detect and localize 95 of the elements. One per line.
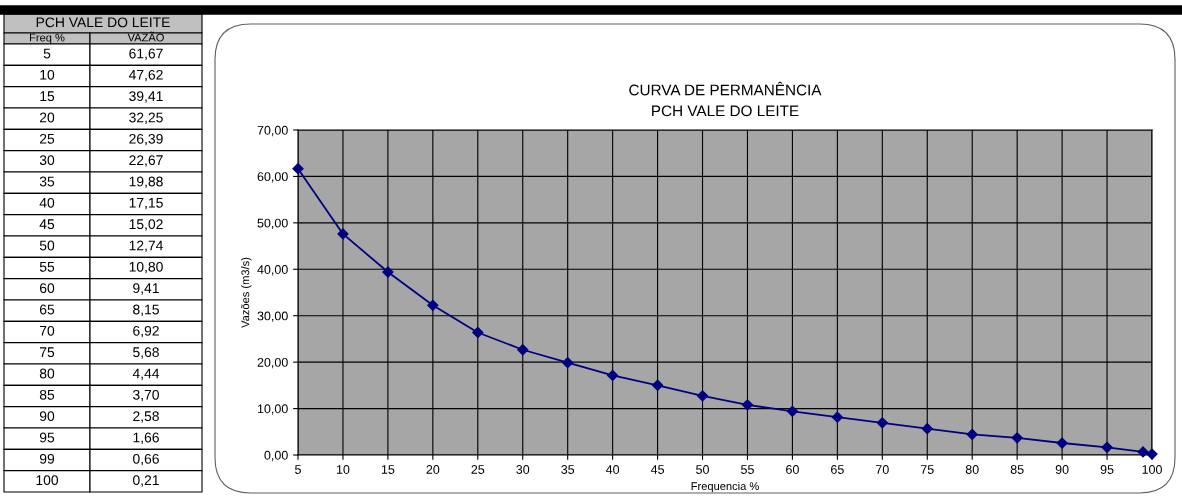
text: 5: [43, 48, 51, 59]
text: 80: [39, 368, 55, 379]
y-tick-label: 40,00: [257, 265, 288, 276]
text: 32,25: [129, 112, 163, 125]
x-tick-label: 15: [381, 465, 395, 474]
text: 55: [39, 262, 55, 272]
text: PCH VALE DO LEITE: [36, 17, 170, 28]
x-tick-label: 10: [336, 465, 350, 474]
y-tick-label: 20,00: [257, 357, 288, 369]
x-tick-label: 40: [605, 465, 620, 474]
text: 50: [39, 240, 55, 251]
text: 70: [39, 325, 55, 336]
text: 61,67: [129, 48, 163, 61]
text: 12,74: [129, 240, 163, 253]
text: 20: [39, 112, 55, 123]
text: 65: [39, 304, 55, 315]
y-tick-label: 10,00: [257, 404, 288, 415]
point: [337, 228, 349, 240]
text: 15: [40, 91, 55, 102]
text: 5,68: [133, 347, 159, 359]
x-tick-label: 60: [786, 465, 799, 474]
point: [966, 428, 978, 440]
x-tick-label: 30: [516, 465, 530, 474]
x-tick-label: 55: [741, 465, 754, 474]
point: [382, 266, 394, 278]
text: 60: [39, 283, 55, 294]
point: [607, 369, 619, 381]
x-tick-label: 85: [1010, 465, 1024, 474]
text: 30: [39, 155, 55, 166]
y-tick-label: 60,00: [257, 172, 288, 183]
text: 99: [39, 453, 55, 464]
x-tick-label: 50: [696, 465, 709, 474]
point: [876, 417, 888, 429]
text: 40: [39, 197, 55, 208]
point: [696, 390, 709, 402]
text: 10: [40, 69, 55, 80]
x-tick-label: 65: [831, 465, 844, 474]
x-tick-label: 45: [650, 465, 665, 474]
text: 10,80: [129, 261, 163, 274]
text: 6,92: [133, 325, 159, 338]
text: 39,41: [129, 91, 163, 103]
text: 8,15: [133, 304, 159, 317]
point: [517, 344, 529, 356]
x-axis-title: Frequencia %: [691, 481, 759, 493]
x-tick-label: 90: [1055, 465, 1069, 474]
y-tick-label: 70,00: [257, 125, 288, 137]
point: [741, 399, 754, 411]
x-tick-label: 25: [471, 465, 485, 474]
x-tick-label: 75: [920, 465, 934, 474]
text: 2,58: [133, 411, 159, 423]
text: 25: [39, 133, 55, 144]
y-tick-label: 30,00: [257, 311, 288, 322]
text: 85: [39, 389, 55, 400]
text: 47,62: [128, 69, 163, 82]
text: 45: [39, 219, 55, 230]
point: [1011, 432, 1023, 444]
y-tick-label: 0,00: [264, 450, 288, 462]
text: 35: [39, 176, 55, 187]
x-tick-label: 35: [561, 465, 575, 474]
text: 19,88: [129, 176, 163, 189]
point: [1101, 441, 1113, 453]
y-axis-title: Vazões (m3/s): [241, 257, 252, 328]
point: [472, 326, 484, 339]
x-tick-label: 95: [1100, 465, 1114, 474]
text: 100: [36, 475, 59, 486]
text: 0,66: [133, 453, 159, 466]
x-tick-label: 100: [1142, 465, 1162, 474]
x-tick-label: 5: [295, 465, 301, 474]
text: 1,66: [133, 432, 159, 445]
x-tick-label: 70: [876, 465, 889, 474]
point: [831, 411, 843, 423]
text: 0,21: [133, 475, 159, 487]
point: [292, 163, 304, 175]
text: Freq %: [30, 33, 65, 44]
point: [786, 405, 799, 417]
text: 75: [39, 347, 55, 358]
point: [921, 423, 933, 435]
text: 15,02: [129, 219, 163, 231]
point: [651, 379, 664, 391]
point: [562, 357, 574, 369]
text: 9,41: [133, 283, 159, 295]
text: 90: [39, 411, 55, 422]
x-tick-label: 80: [965, 465, 979, 474]
text: 95: [39, 432, 55, 443]
point: [1056, 437, 1068, 449]
text: 3,70: [133, 389, 159, 402]
text: 4,44: [132, 368, 160, 381]
text: 26,39: [129, 133, 163, 146]
chart-title: CURVA DE PERMANÊNCIA PCH VALE DO LEITE: [629, 81, 822, 117]
y-tick-label: 50,00: [257, 218, 288, 229]
text: VAZÃO: [127, 31, 164, 42]
text: 22,67: [129, 155, 163, 167]
text: 17,15: [129, 198, 163, 210]
point: [427, 299, 439, 311]
x-tick-label: 20: [426, 465, 440, 474]
